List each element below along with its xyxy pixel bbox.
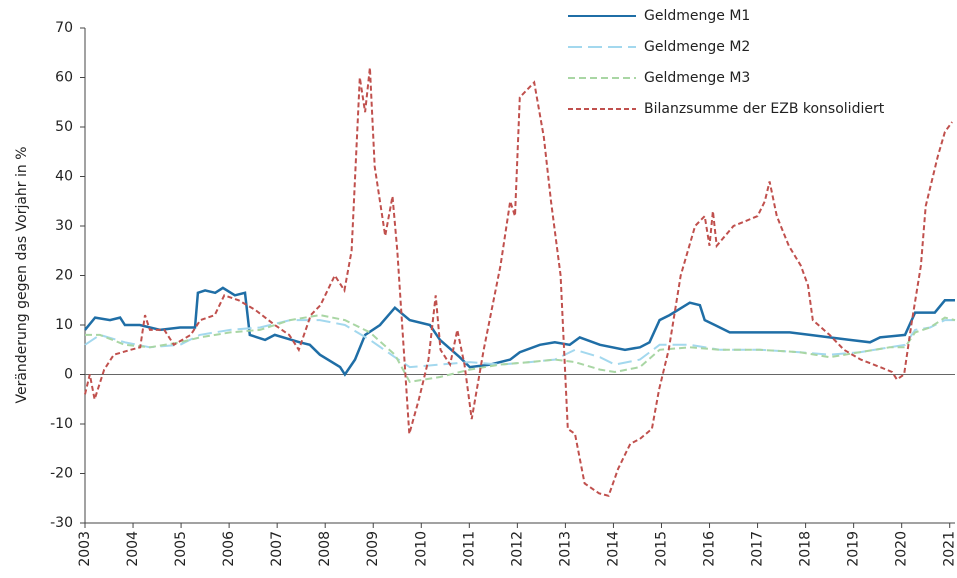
y-axis-label: Veränderung gegen das Vorjahr in % (14, 146, 30, 403)
y-tick-label: 30 (55, 218, 73, 234)
x-tick-label: 2021 (942, 531, 957, 567)
x-tick-label: 2010 (413, 531, 429, 567)
x-tick-label: 2016 (702, 531, 718, 567)
x-tick-label: 2006 (221, 531, 237, 567)
x-tick-label: 2012 (509, 531, 525, 567)
y-tick-label: -30 (50, 515, 73, 531)
series-line (85, 314, 956, 384)
y-tick-label: 10 (55, 317, 73, 333)
legend-label: Geldmenge M1 (644, 8, 750, 24)
x-tick-label: 2020 (894, 531, 910, 567)
x-tick-label: 2013 (557, 531, 573, 567)
x-tick-label: 2004 (125, 531, 141, 567)
x-tick-label: 2018 (798, 531, 814, 567)
legend-label: Geldmenge M3 (644, 70, 750, 86)
x-tick-label: 2003 (77, 531, 93, 567)
x-tick-label: 2019 (846, 531, 862, 567)
y-tick-label: 20 (55, 268, 73, 284)
series-line (84, 67, 953, 497)
y-tick-label: 50 (55, 119, 73, 135)
legend-label: Bilanzsumme der EZB konsolidiert (644, 101, 885, 117)
x-tick-label: 2007 (269, 531, 285, 567)
x-tick-label: 2008 (317, 531, 333, 567)
x-tick-label: 2014 (605, 531, 621, 567)
x-tick-label: 2009 (365, 531, 381, 567)
y-tick-label: 0 (64, 367, 73, 383)
y-tick-label: 40 (55, 169, 73, 185)
x-tick-label: 2015 (653, 531, 669, 567)
legend-label: Geldmenge M2 (644, 39, 750, 55)
x-tick-label: 2017 (750, 531, 766, 567)
y-tick-label: -10 (50, 416, 73, 432)
x-tick-label: 2005 (173, 531, 189, 567)
y-tick-label: -20 (50, 466, 73, 482)
x-tick-label: 2011 (461, 531, 477, 567)
series-line (84, 319, 955, 369)
y-tick-label: 70 (55, 20, 73, 36)
y-tick-label: 60 (55, 70, 73, 86)
